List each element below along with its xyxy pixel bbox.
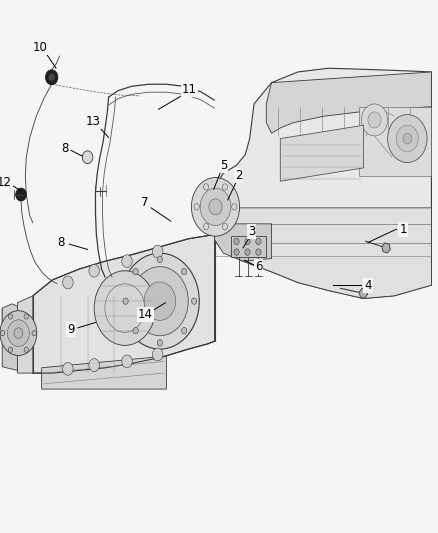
Circle shape (157, 256, 162, 263)
Circle shape (7, 320, 29, 346)
Text: 5: 5 (220, 159, 227, 172)
Text: 4: 4 (364, 279, 372, 292)
Text: 7: 7 (141, 196, 148, 209)
Circle shape (123, 298, 128, 304)
Text: 1: 1 (399, 223, 407, 236)
Polygon shape (382, 243, 390, 253)
Text: 8: 8 (61, 142, 68, 155)
Circle shape (368, 112, 381, 128)
Circle shape (191, 177, 240, 236)
Circle shape (94, 271, 155, 345)
Circle shape (256, 238, 261, 245)
Circle shape (82, 151, 93, 164)
Circle shape (209, 199, 222, 215)
Circle shape (63, 362, 73, 375)
Circle shape (181, 269, 187, 275)
Polygon shape (2, 306, 18, 370)
Circle shape (152, 348, 163, 361)
Circle shape (191, 298, 197, 304)
Circle shape (16, 188, 26, 201)
Circle shape (32, 330, 36, 336)
Text: 12: 12 (0, 176, 12, 189)
Circle shape (234, 249, 239, 255)
Circle shape (122, 355, 132, 368)
Text: 14: 14 (138, 308, 153, 321)
Text: 9: 9 (67, 323, 75, 336)
Polygon shape (33, 235, 215, 373)
Circle shape (24, 347, 28, 352)
Circle shape (24, 314, 28, 319)
Circle shape (8, 314, 13, 319)
Circle shape (234, 238, 239, 245)
Circle shape (89, 359, 99, 372)
Circle shape (46, 70, 58, 85)
Circle shape (403, 133, 412, 144)
Circle shape (49, 74, 55, 81)
Circle shape (0, 330, 5, 336)
Circle shape (361, 104, 388, 136)
Circle shape (152, 245, 163, 258)
Text: 2: 2 (235, 169, 243, 182)
Circle shape (181, 327, 187, 334)
Text: 13: 13 (85, 115, 100, 128)
Circle shape (131, 266, 188, 336)
Circle shape (157, 340, 162, 346)
Circle shape (200, 188, 231, 225)
Polygon shape (42, 356, 166, 389)
Polygon shape (215, 208, 431, 298)
Text: 11: 11 (182, 83, 197, 96)
Polygon shape (208, 68, 431, 298)
Polygon shape (231, 236, 266, 257)
Circle shape (133, 327, 138, 334)
Text: 8: 8 (58, 236, 65, 249)
Polygon shape (18, 296, 33, 373)
Circle shape (396, 125, 418, 152)
Circle shape (120, 253, 199, 349)
Text: 6: 6 (254, 260, 262, 273)
Circle shape (388, 115, 427, 163)
Polygon shape (359, 107, 431, 176)
Circle shape (0, 311, 37, 356)
Circle shape (63, 276, 73, 289)
Circle shape (133, 269, 138, 275)
Polygon shape (359, 288, 367, 298)
Circle shape (245, 249, 250, 255)
Circle shape (256, 249, 261, 255)
Circle shape (245, 238, 250, 245)
Polygon shape (2, 304, 18, 356)
Circle shape (144, 282, 176, 320)
Circle shape (122, 255, 132, 268)
Circle shape (14, 328, 23, 338)
Text: 10: 10 (33, 42, 48, 54)
Circle shape (8, 347, 13, 352)
Polygon shape (266, 72, 431, 133)
Polygon shape (280, 125, 364, 181)
Circle shape (89, 264, 99, 277)
Polygon shape (215, 224, 272, 261)
Text: 3: 3 (248, 225, 255, 238)
